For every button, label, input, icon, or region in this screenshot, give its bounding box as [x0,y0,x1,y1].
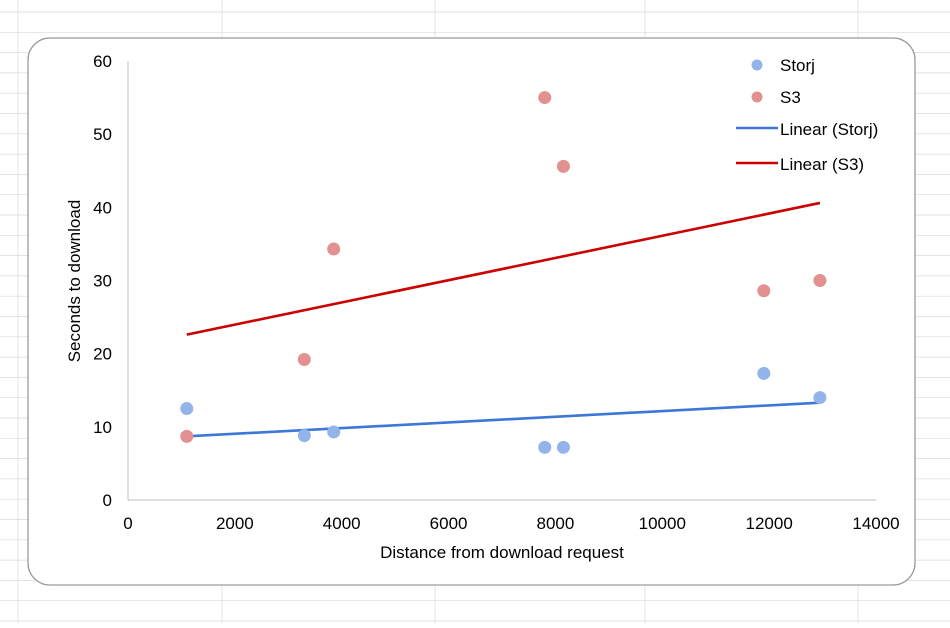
data-point-s3 [813,274,827,287]
y-axis-title: Seconds to download [65,200,84,363]
legend-label-s3: S3 [780,88,801,107]
data-point-s3 [757,284,771,298]
x-tick-label: 4000 [323,514,361,533]
data-point-s3 [538,91,552,105]
data-point-storj [813,391,827,405]
legend-label-linear-s3: Linear (S3) [780,155,864,174]
x-tick-label: 8000 [537,514,575,533]
chart-frame [27,37,916,586]
x-tick-label: 2000 [216,514,254,533]
y-tick-label: 0 [103,491,112,510]
y-tick-label: 20 [93,345,112,364]
data-point-s3 [327,242,341,256]
y-tick-label: 30 [93,272,112,291]
x-tick-label: 6000 [430,514,468,533]
trendline-linear-s3 [186,201,821,336]
data-point-storj [327,425,341,439]
data-point-storj [297,429,311,443]
x-tick-label: 14000 [852,514,899,533]
data-points [180,91,827,454]
data-point-storj [757,366,771,380]
x-tick-label: 0 [123,514,132,533]
legend-label-storj: Storj [780,56,815,75]
trendlines [186,201,821,438]
data-point-storj [556,440,570,454]
data-point-s3 [556,159,570,173]
x-tick-label: 12000 [746,514,793,533]
legend-marker-storj [751,59,763,71]
trendline-linear-storj [186,401,820,438]
y-tick-label: 40 [93,198,112,217]
data-point-storj [180,402,194,416]
y-axis-ticks: 0 10 20 30 40 50 60 [93,52,112,510]
data-point-s3 [180,429,194,443]
y-tick-label: 10 [93,418,112,437]
x-axis-ticks: 0 2000 4000 6000 8000 10000 12000 14000 [123,514,899,533]
x-axis-title: Distance from download request [380,543,624,562]
x-tick-label: 10000 [639,514,686,533]
data-point-storj [538,440,552,454]
legend-marker-s3 [751,91,763,103]
legend-label-linear-storj: Linear (Storj) [780,120,878,139]
plot-axes [127,61,876,501]
legend: Storj S3 Linear (Storj) Linear (S3) [736,56,878,174]
y-tick-label: 50 [93,125,112,144]
data-point-s3 [297,353,311,367]
y-tick-label: 60 [93,52,112,71]
